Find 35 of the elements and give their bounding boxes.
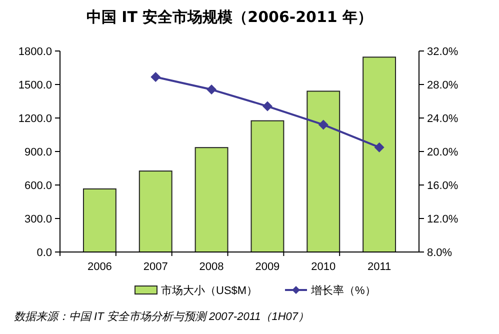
bar bbox=[138, 170, 172, 252]
point bbox=[206, 84, 217, 95]
y-tick-label: 600.0 bbox=[24, 180, 52, 192]
y2-tick-label: 12.0% bbox=[427, 213, 458, 226]
chart-title: 中国 IT 安全市场规模（2006-2011 年） bbox=[86, 8, 373, 26]
bar bbox=[306, 90, 340, 252]
point bbox=[262, 101, 272, 112]
bar bbox=[362, 56, 396, 252]
y-tick-label: 0.0 bbox=[36, 246, 52, 259]
y-tick-label: 900.0 bbox=[24, 146, 52, 158]
y2-tick-label: 16.0% bbox=[427, 180, 458, 192]
source-note: 数据来源：中国 IT 安全市场分析与预测 2007-2011（1H07） bbox=[14, 310, 310, 323]
y2-tick-label: 24.0% bbox=[427, 112, 458, 125]
bar bbox=[82, 188, 116, 252]
point bbox=[150, 72, 161, 82]
y2-tick-label: 32.0% bbox=[427, 46, 458, 58]
point bbox=[374, 142, 384, 152]
y-tick-label: 1200.0 bbox=[18, 112, 52, 125]
y2-tick-label: 28.0% bbox=[427, 79, 458, 92]
x-tick-label: 2009 bbox=[255, 261, 280, 273]
x-tick-label: 2006 bbox=[87, 261, 112, 273]
x-tick-label: 2011 bbox=[367, 261, 392, 273]
legend-label: 增长率（%） bbox=[310, 284, 376, 297]
bar bbox=[250, 120, 284, 252]
y-tick-label: 1800.0 bbox=[18, 46, 52, 58]
y-tick-label: 1500.0 bbox=[18, 79, 52, 92]
y-tick-label: 300.0 bbox=[24, 213, 52, 226]
x-tick-label: 2010 bbox=[311, 261, 336, 273]
x-tick-label: 2008 bbox=[199, 261, 224, 273]
y2-tick-label: 20.0% bbox=[427, 146, 458, 158]
x-tick-label: 2007 bbox=[143, 261, 168, 273]
y2-tick-label: 8.0% bbox=[427, 246, 452, 259]
point bbox=[318, 120, 328, 130]
legend-label: 市场大小（US$M） bbox=[161, 284, 258, 297]
bar bbox=[194, 147, 228, 252]
